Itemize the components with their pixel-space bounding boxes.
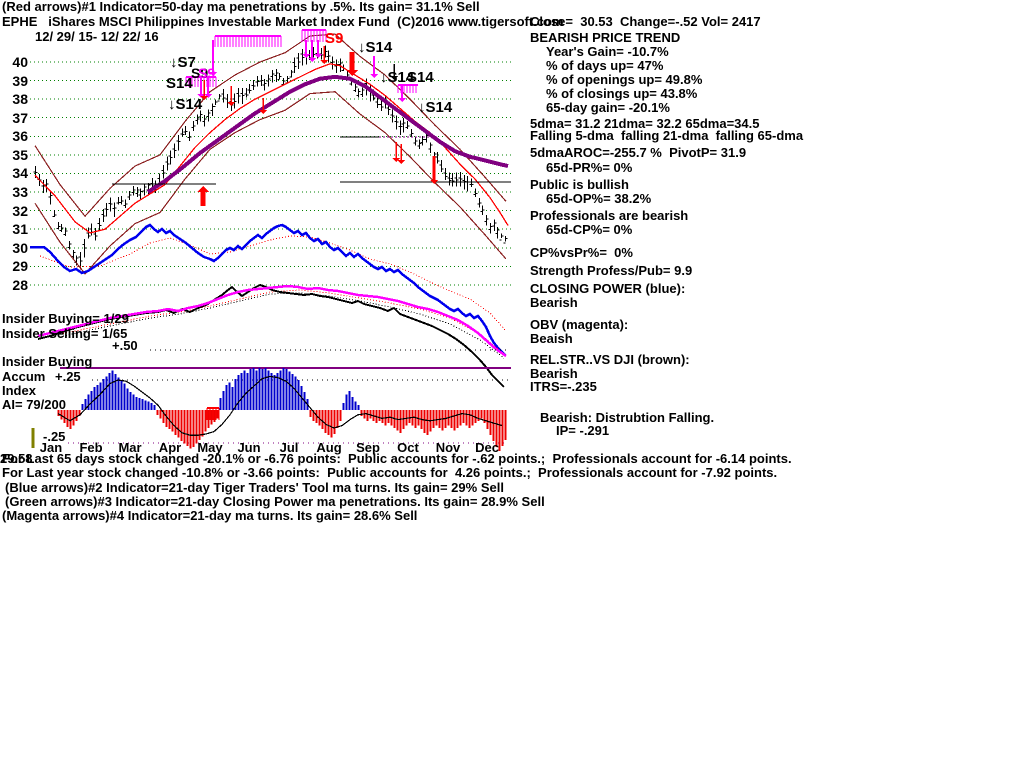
right-panel-line: 65d-OP%= 38.2% [546, 191, 652, 206]
signal-label: ↓S7 [170, 54, 196, 71]
right-panel-line: Beaish [530, 331, 573, 346]
price-tick-label: 33 [12, 184, 28, 200]
month-label: Sep [356, 440, 380, 455]
right-panel-line: Close= 30.53 Change=-.52 Vol= 2417 [530, 14, 761, 29]
right-panel-line: IP= -.291 [556, 423, 610, 438]
month-label: Dec [475, 440, 499, 455]
price-tick-label: 36 [12, 128, 28, 144]
right-panel-line: OBV (magenta): [530, 317, 629, 332]
month-label: Jun [237, 440, 261, 455]
month-label: Apr [158, 440, 182, 455]
right-panel-line: CLOSING POWER (blue): [530, 281, 686, 296]
month-label: Jan [39, 440, 63, 455]
right-panel-line: Public is bullish [530, 177, 629, 192]
right-panel-line: % of openings up= 49.8% [546, 72, 703, 87]
left-pane-label: -.25 [43, 429, 66, 444]
signal-label: ↓S14 [380, 69, 415, 86]
price-tick-label: 30 [12, 240, 28, 256]
right-panel-line: % of closings up= 43.8% [546, 86, 698, 101]
right-panel-line: Bearish: Distrubtion Falling. [540, 410, 715, 425]
price-tick-label: 40 [12, 54, 28, 70]
chart-canvas [30, 29, 511, 451]
left-pane-label: +.25 [55, 369, 81, 384]
bottom-panel-line: (Green arrows)#3 Indicator=21-day Closin… [5, 494, 545, 509]
bottom-panel-line: (Blue arrows)#2 Indicator=21-day Tiger T… [5, 480, 504, 495]
price-tick-label: 29 [12, 258, 28, 274]
right-panel-line: REL.STR..VS DJI (brown): [530, 352, 690, 367]
left-pane-label: Insider Selling= 1/65 [2, 326, 128, 341]
right-panel-line: % of days up= 47% [546, 58, 664, 73]
signal-label: S14 [166, 75, 193, 92]
left-pane-label: Insider Buying [2, 354, 93, 369]
right-panel-line: ITRS=-.235 [530, 379, 597, 394]
signal-label: S9 [325, 30, 344, 47]
price-tick-label: 31 [12, 221, 28, 237]
right-panel-line: Bearish [530, 295, 578, 310]
right-panel-line: 5dmaAROC=-255.7 % PivotP= 31.9 [530, 145, 747, 160]
chart-title: EPHE iShares MSCI Philippines Investable… [2, 14, 564, 29]
date-range: 12/ 29/ 15- 12/ 22/ 16 [35, 29, 159, 44]
right-panel-line: BEARISH PRICE TREND [530, 30, 681, 45]
price-tick-label: 38 [12, 91, 28, 107]
month-label: Feb [79, 440, 103, 455]
price-tick-label: 39 [12, 73, 28, 89]
signal-label: ↓S14 [168, 96, 203, 113]
price-tick-label: 28 [12, 277, 28, 293]
left-pane-label: Insider Buying= 1/29 [2, 311, 129, 326]
right-panel-line: Bearish [530, 366, 578, 381]
right-panel-line: 65-day gain= -20.1% [546, 100, 670, 115]
right-panel-line: 5dma= 31.2 21dma= 32.2 65dma=34.5 [530, 116, 760, 131]
right-panel-line: Professionals are bearish [530, 208, 689, 223]
month-label: Jul [279, 440, 299, 455]
bottom-panel-line: (Magenta arrows)#4 Indicator=21-day ma t… [2, 508, 418, 523]
month-label: May [197, 440, 223, 455]
month-label: Nov [435, 440, 461, 455]
signal-label: S9 [191, 65, 209, 81]
signal-label: S9 [198, 65, 216, 81]
right-panel-line: Year's Gain= -10.7% [546, 44, 669, 59]
left-pane-label: Accum [2, 369, 46, 384]
month-label: Oct [397, 440, 419, 455]
left-pane-label: Index [2, 383, 36, 398]
bottom-panel-line: For Last year stock changed -10.8% or -3… [2, 465, 778, 480]
indicator1-description: (Red arrows)#1 Indicator=50-day ma penet… [2, 0, 480, 14]
right-panel-line: 65d-CP%= 0% [546, 222, 633, 237]
right-panel-line: CP%vsPr%= 0% [530, 245, 633, 260]
price-tick-label: 32 [12, 203, 28, 219]
price-tick-label: 37 [12, 110, 28, 126]
overlap-value: 29.58 [0, 451, 33, 466]
price-tick-label: 35 [12, 147, 28, 163]
right-panel-line: Falling 5-dma falling 21-dma falling 65-… [530, 128, 804, 143]
price-tick-label: 34 [12, 165, 28, 181]
month-label: Aug [316, 440, 342, 455]
signal-label: ↓S14 [358, 39, 393, 56]
left-pane-label: +.50 [112, 338, 138, 353]
right-panel-line: Strength Profess/Pub= 9.9 [530, 263, 693, 278]
right-panel-line: 65d-PR%= 0% [546, 160, 633, 175]
signal-label: ↓S14 [418, 99, 453, 116]
month-label: Mar [118, 440, 142, 455]
bottom-panel-line: For Last 65 days stock changed -20.1% or… [2, 451, 792, 466]
signal-label: S14 [407, 69, 434, 86]
left-pane-label: AI= 79/200 [2, 397, 66, 412]
